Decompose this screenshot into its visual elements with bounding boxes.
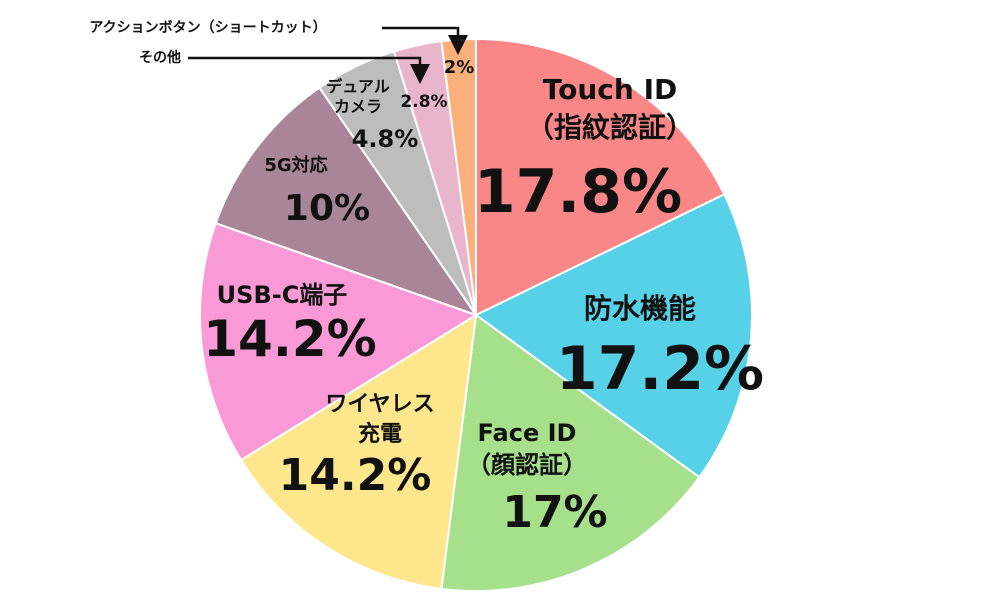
value-label: 4.8% <box>352 125 419 153</box>
value-label: 17.8% <box>474 157 682 227</box>
slice-label: 5G対応 <box>264 154 327 176</box>
value-label: 14.2% <box>279 450 432 501</box>
value-label: 10% <box>284 188 370 229</box>
pie-slice <box>214 86 479 317</box>
pie-slice <box>475 37 726 317</box>
value-label: 14.2% <box>203 310 376 368</box>
pie-slice <box>199 221 479 462</box>
leader-line <box>382 26 468 55</box>
pie-slice <box>440 313 701 592</box>
slice-label: Face ID （顔認証） <box>467 419 587 479</box>
value-label: 2.8% <box>400 92 447 112</box>
slice-label: アクションボタン（ショートカット） <box>89 20 326 36</box>
pie-slice <box>239 313 478 590</box>
slice-label: その他 <box>139 49 181 66</box>
value-label: 17.2% <box>556 334 764 404</box>
slice-label: デュアルカメラ <box>326 77 390 116</box>
slice-label: 防水機能 <box>584 292 696 325</box>
slice-label: ワイヤレス充電 <box>325 392 434 447</box>
value-label: 17% <box>502 487 607 538</box>
pie-slice <box>474 193 753 479</box>
value-label: 2% <box>444 57 475 78</box>
leader-line <box>188 56 430 84</box>
slice-label: Touch ID （指紋認証） <box>526 73 694 144</box>
slice-label: USB-C端子 <box>217 281 348 309</box>
